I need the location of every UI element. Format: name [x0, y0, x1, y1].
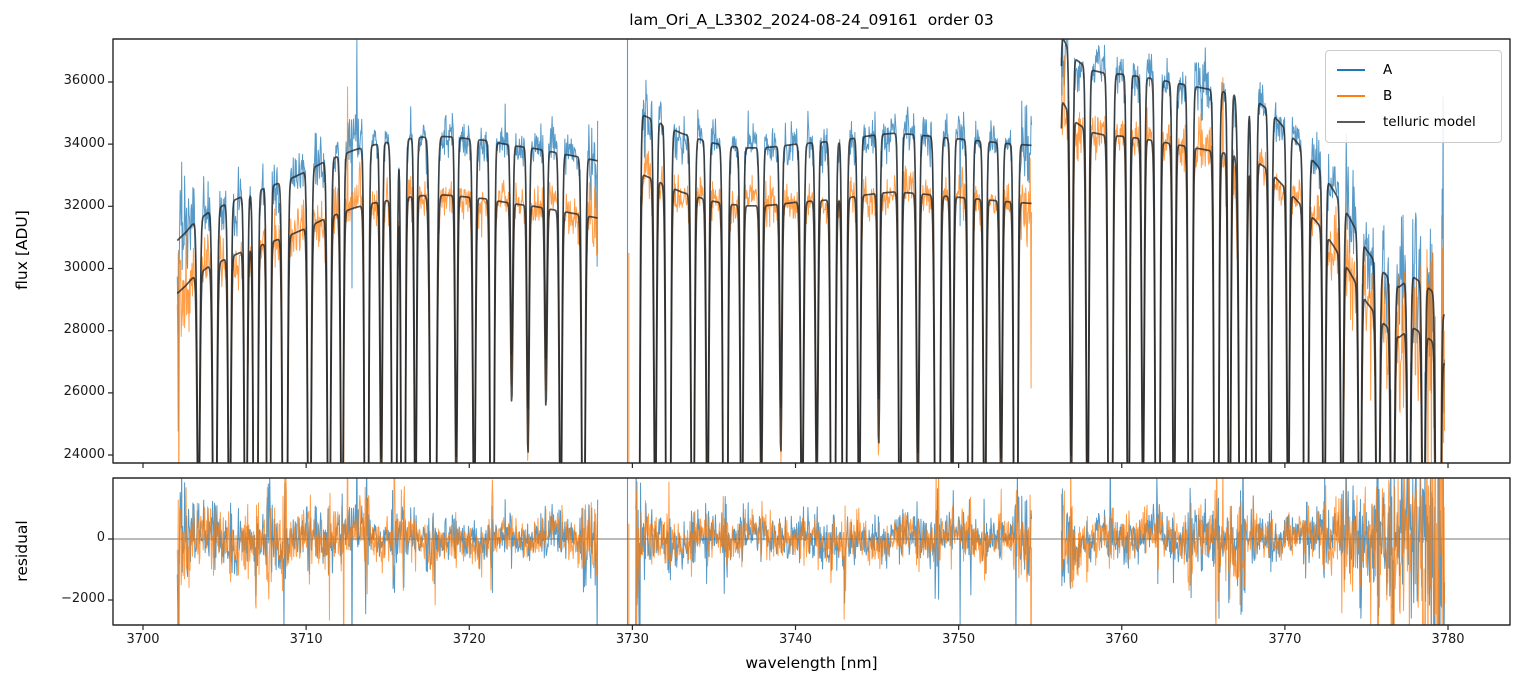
x-tick-label: 3750	[942, 632, 976, 647]
flux-tick-label: 34000	[63, 135, 105, 151]
legend-label: A	[1383, 62, 1393, 78]
legend-line-swatch	[1337, 121, 1365, 123]
wavelength-axis-label: wavelength [nm]	[745, 654, 878, 672]
legend-label: B	[1383, 88, 1393, 104]
x-tick-label: 3760	[1105, 632, 1139, 647]
x-tick-label: 3770	[1268, 632, 1302, 647]
x-tick-label: 3740	[778, 632, 813, 647]
legend-entry: telluric model	[1326, 109, 1501, 135]
legend-line-swatch	[1337, 95, 1365, 97]
flux-tick-label: 24000	[63, 446, 105, 462]
x-tick-label: 3700	[126, 632, 160, 647]
x-tick-label: 3730	[615, 632, 649, 647]
flux-tick-label: 30000	[63, 260, 105, 275]
legend-label: telluric model	[1383, 114, 1476, 130]
flux-tick-label: 28000	[63, 322, 105, 338]
flux-tick-label: 26000	[63, 384, 105, 400]
flux-tick-label: 36000	[63, 73, 105, 89]
plot-title: lam_Ori_A_L3302_2024-08-24_09161 order 0…	[629, 11, 994, 29]
residual-tick-label: −2000	[61, 591, 105, 607]
legend-line-swatch	[1337, 69, 1365, 71]
legend-entry: B	[1326, 83, 1501, 109]
x-tick-label: 3780	[1431, 632, 1465, 647]
flux-tick-label: 32000	[63, 197, 105, 213]
flux-axis-label: flux [ADU]	[13, 210, 31, 290]
legend-entry: A	[1326, 57, 1501, 83]
x-tick-label: 3720	[452, 632, 486, 647]
residual-axis-label: residual	[13, 520, 31, 582]
residual-tick-label: 0	[96, 530, 105, 546]
x-tick-label: 3710	[289, 632, 323, 647]
